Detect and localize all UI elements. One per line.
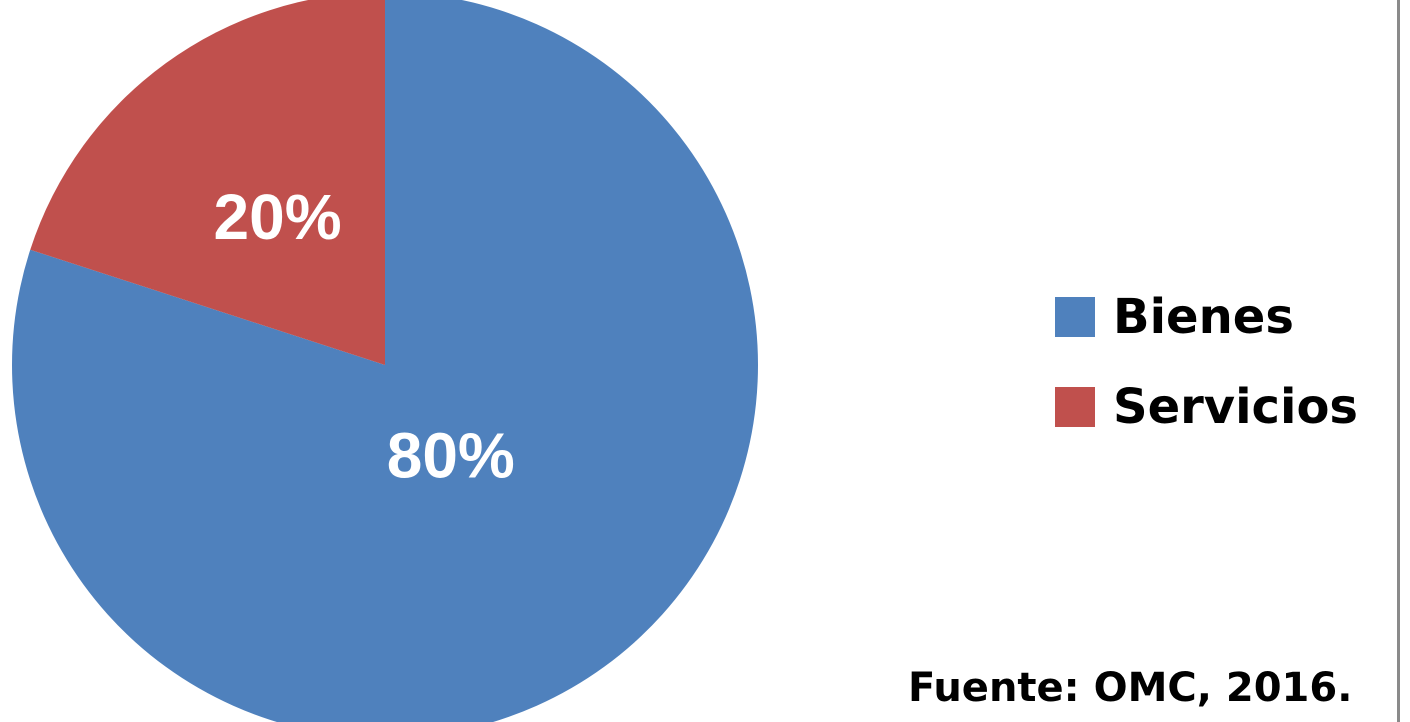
chart-legend: Bienes Servicios (1055, 272, 1358, 452)
legend-label-servicios: Servicios (1113, 379, 1358, 435)
pie-label-servicios: 20% (214, 181, 342, 253)
pie-slice-bienes (12, 0, 758, 722)
source-note: Fuente: OMC, 2016. (908, 665, 1353, 711)
legend-label-bienes: Bienes (1113, 289, 1294, 345)
legend-swatch-bienes (1055, 297, 1095, 337)
pie-slice-servicios (30, 0, 385, 365)
frame-border (1397, 0, 1400, 722)
legend-item-bienes: Bienes (1055, 272, 1358, 362)
pie-label-bienes: 80% (387, 420, 515, 492)
legend-item-servicios: Servicios (1055, 362, 1358, 452)
legend-swatch-servicios (1055, 387, 1095, 427)
